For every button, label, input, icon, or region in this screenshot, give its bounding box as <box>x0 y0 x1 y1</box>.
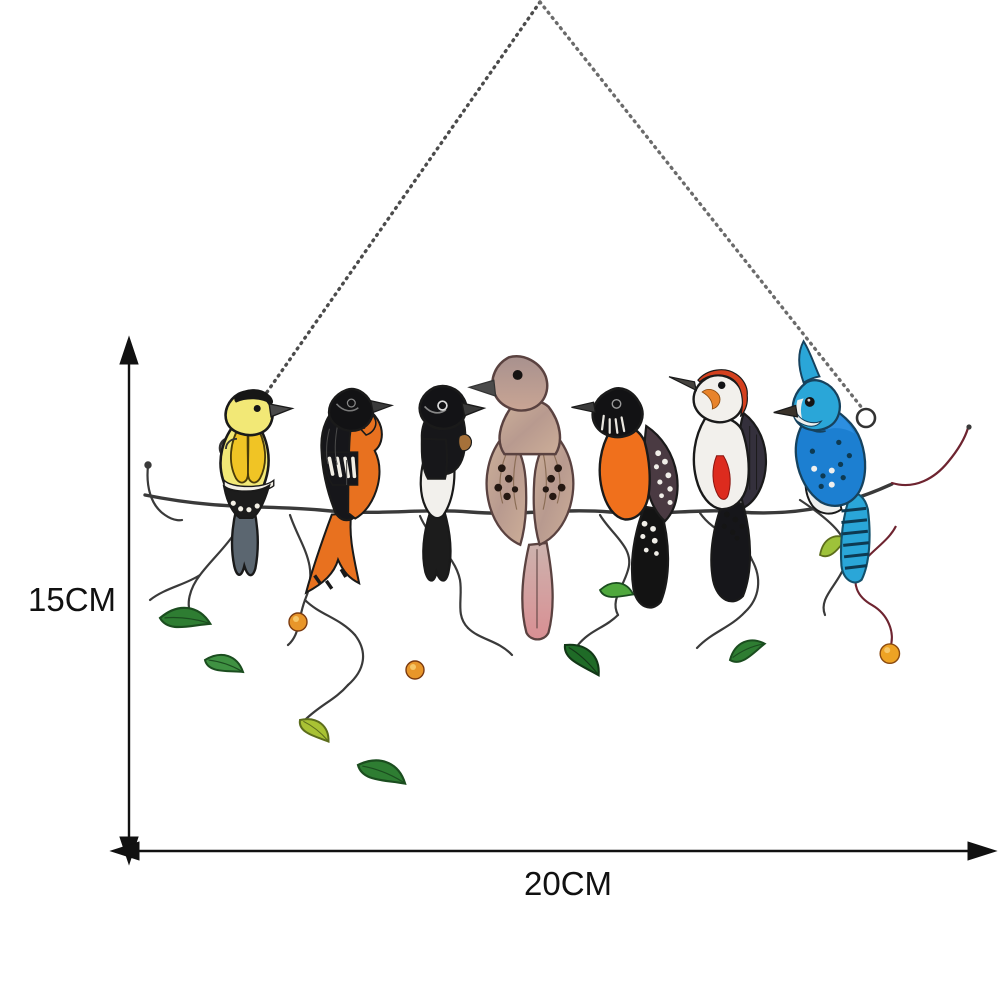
svg-text:20CM: 20CM <box>524 865 612 902</box>
svg-text:15CM: 15CM <box>28 581 116 618</box>
